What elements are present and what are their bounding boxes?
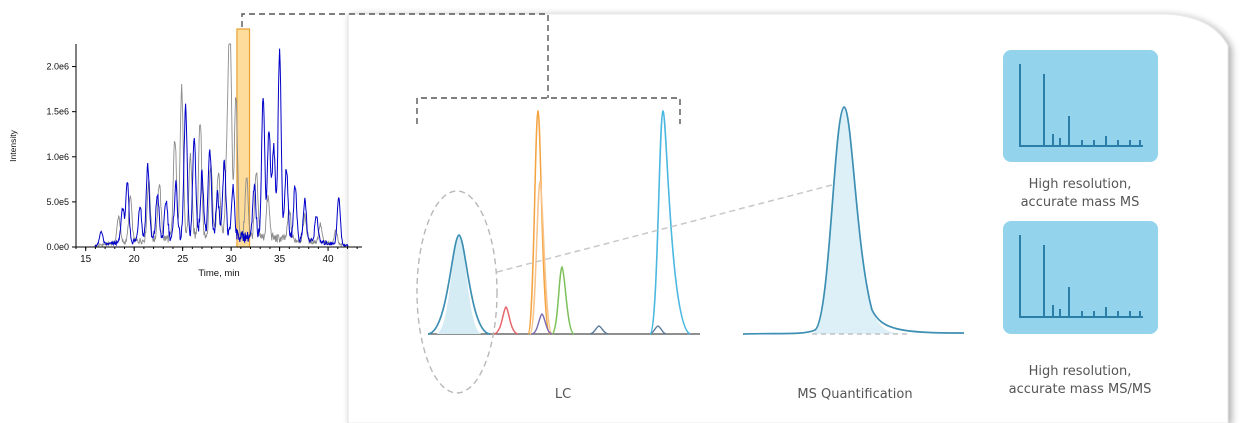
series-blue-trace <box>76 48 362 248</box>
lc-peak-cyan <box>649 109 691 335</box>
lc-peak-slate <box>589 325 609 335</box>
lc-peak-orange-tall <box>527 109 551 335</box>
x-tick-label: 35 <box>274 254 286 265</box>
y-tick-label: 1.5e6 <box>46 107 69 117</box>
x-tick-label: 20 <box>129 254 141 265</box>
y-tick-label: 5.0e5 <box>46 197 69 207</box>
x-tick-label: 40 <box>323 254 335 265</box>
ms-spectrum-panel: High resolution, accurate mass MS <box>1003 50 1158 210</box>
x-axis-label: Time, min <box>198 268 239 279</box>
x-tick-label: 15 <box>80 254 92 265</box>
msms-label-line2: accurate mass MS/MS <box>1009 382 1152 397</box>
series-gray-trace <box>76 43 362 248</box>
x-tick-label: 25 <box>177 254 189 265</box>
msms-spectrum-bars <box>1019 235 1143 318</box>
ms-spectrum-background <box>1003 50 1158 162</box>
quant-peak <box>742 106 965 335</box>
y-tick-label: 2.0e6 <box>46 62 69 72</box>
ms-quantification-label: MS Quantification <box>797 387 912 402</box>
lc-label: LC <box>555 387 571 402</box>
lc-peak-blue-fill <box>436 235 482 334</box>
zoom-connector <box>241 13 549 98</box>
x-ticks: 15 20 25 30 35 40 <box>75 247 358 265</box>
lc-peak-slate-2 <box>649 325 667 335</box>
y-axis-label: Intensity <box>8 129 18 161</box>
x-tick-label: 30 <box>226 254 238 265</box>
chromatogram-chart: 15 20 25 30 35 40 0.0e0 5.0e5 1.0e6 1.5e6 2.0e6 T… <box>8 28 362 279</box>
lc-bracket <box>416 97 681 124</box>
lc-peak-green <box>551 265 575 335</box>
lc-peak-red <box>493 306 519 335</box>
msms-label-line1: High resolution, <box>1029 364 1132 379</box>
ms-quantification-illustration: MS Quantification <box>742 106 965 402</box>
ms-label-line1: High resolution, <box>1029 177 1132 192</box>
y-tick-label: 0.0e0 <box>46 242 69 252</box>
lc-peak-blue <box>427 234 491 335</box>
lc-illustration: LC <box>416 109 833 402</box>
lc-peak-orange-med <box>529 180 553 335</box>
selected-peak-ellipse <box>416 190 498 394</box>
y-tick-label: 1.0e6 <box>46 152 69 162</box>
ms-label-line2: accurate mass MS <box>1021 195 1140 210</box>
quant-peak-fill <box>812 107 910 334</box>
msms-spectrum-background <box>1003 221 1158 334</box>
lc-peak-purple <box>531 313 553 335</box>
msms-spectrum-panel: High resolution, accurate mass MS/MS <box>1003 221 1158 397</box>
y-ticks: 0.0e0 5.0e5 1.0e6 1.5e6 2.0e6 <box>46 62 76 252</box>
ms-spectrum-bars <box>1019 64 1143 147</box>
series-group <box>76 43 362 248</box>
zoom-line <box>496 184 833 273</box>
